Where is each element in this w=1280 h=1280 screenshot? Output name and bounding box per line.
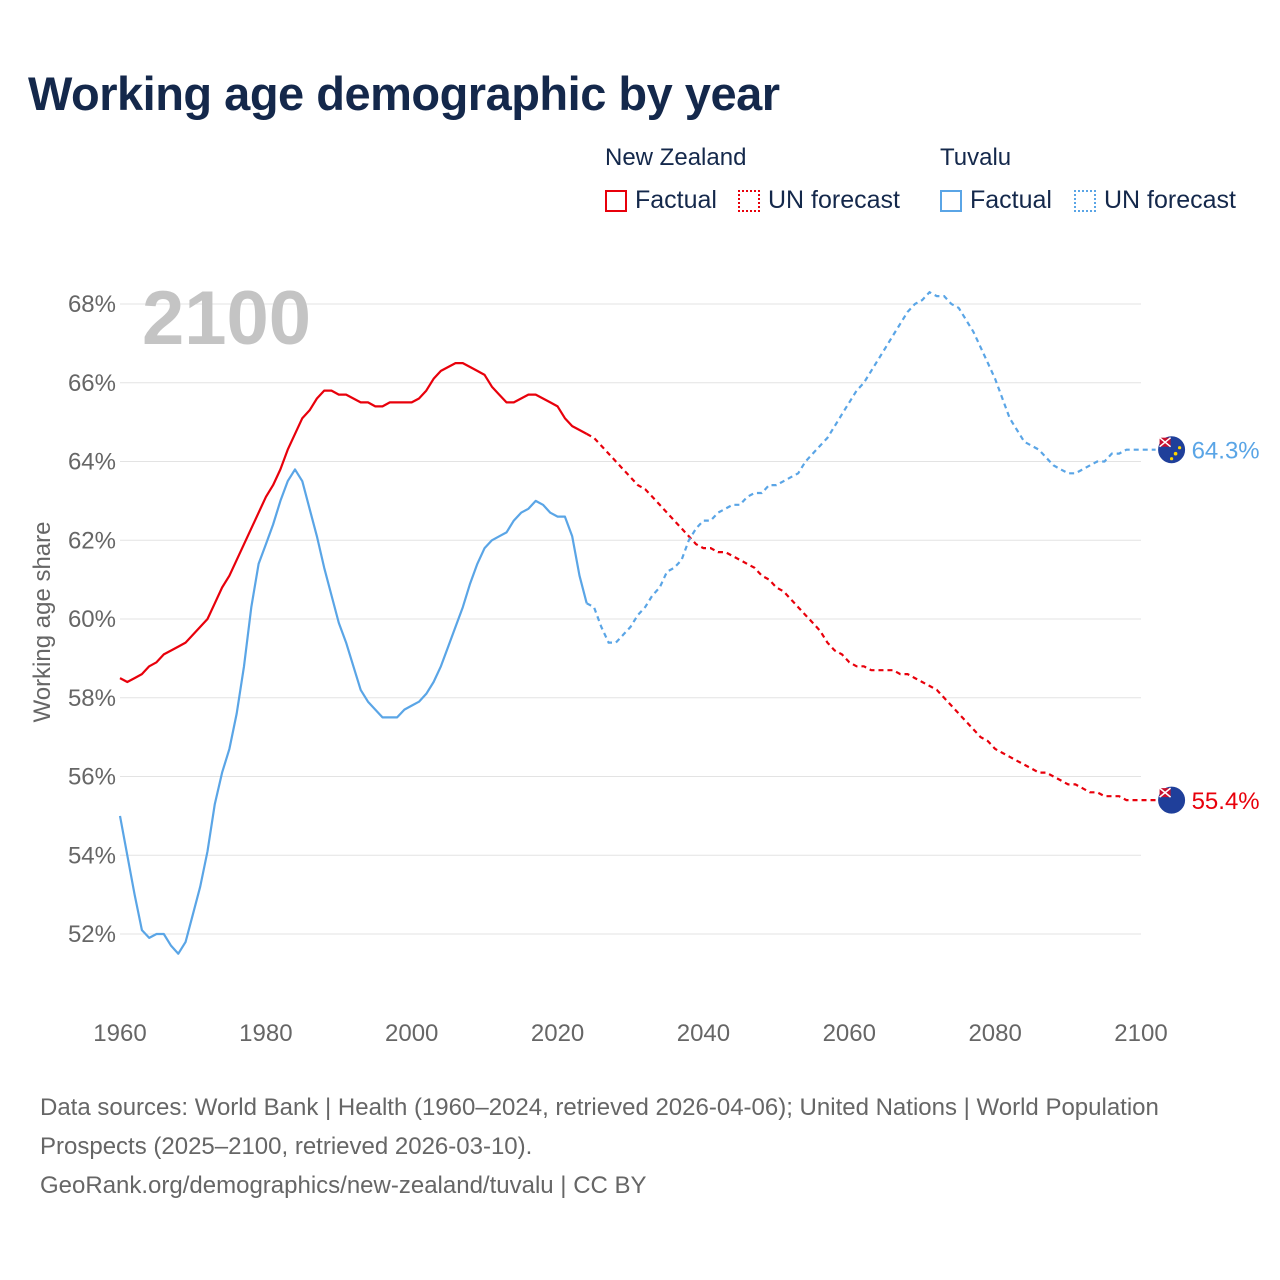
y-tick-label: 68% [68,291,116,318]
flag-star-tuvalu [1169,457,1174,461]
y-tick-label: 58% [68,685,116,712]
year-watermark: 2100 [142,276,311,361]
end-markers: 55.4% 64.3% [1157,435,1260,815]
series-lines [118,290,1156,955]
footer: Data sources: World Bank | Health (1960–… [40,1088,1220,1205]
x-tick-label: 2000 [385,1020,438,1047]
series-line-new-zealand-factual [119,362,588,684]
legend-tv-forecast[interactable]: UN forecast [1074,186,1236,215]
flag-cross-tuvalu [1159,437,1172,448]
legend-swatch-tv-forecast [1074,189,1096,212]
legend-group-new-zealand: New Zealand [605,144,747,171]
legend-nz-forecast[interactable]: UN forecast [738,186,900,215]
flag-cross-new-zealand [1159,787,1172,798]
y-tick-label: 64% [68,449,116,476]
footer-sources: Data sources: World Bank | Health (1960–… [40,1094,1159,1160]
legend-swatch-nz-forecast [738,189,760,212]
x-tick-label: 1980 [239,1020,292,1047]
flag-star-tuvalu [1177,446,1182,450]
legend-nz-forecast-label: UN forecast [768,186,900,214]
series-line-tuvalu-factual [118,468,588,955]
x-tick-label: 2020 [531,1020,584,1047]
legend-tv-factual-label: Factual [970,186,1052,214]
legend-tv-forecast-label: UN forecast [1104,186,1236,214]
end-value-label-tuvalu: 64.3% [1192,438,1260,465]
line-chart: 2100 52% 54% 56% 58% 60% 62% 64% 66% 68% 1960 198… [29,276,1260,1047]
y-tick-label: 60% [68,606,116,633]
x-tick-label: 2080 [968,1020,1021,1047]
y-axis-ticks: 52% 54% 56% 58% 60% 62% 64% 66% 68% [68,291,116,948]
flag-star-tuvalu [1173,451,1178,456]
end-value-label-new-zealand: 55.4% [1192,788,1260,815]
footer-link[interactable]: GeoRank.org/demographics/new-zealand/tuv… [40,1172,647,1199]
legend-nz-factual-label: Factual [635,186,717,214]
y-tick-label: 56% [68,764,116,791]
series-line-new-zealand-forecast [586,432,1156,802]
x-tick-label: 2100 [1114,1020,1167,1047]
x-axis-ticks: 1960 1980 2000 2020 2040 2060 2080 2100 [93,1020,1167,1047]
y-tick-label: 62% [68,527,116,554]
y-axis-label: Working age share [29,522,56,723]
x-tick-label: 2040 [677,1020,730,1047]
chart-title: Working age demographic by year [28,67,780,120]
y-tick-label: 54% [68,842,116,869]
x-tick-label: 2060 [823,1020,876,1047]
legend-tv-factual[interactable]: Factual [940,186,1052,215]
gridlines [120,303,1141,935]
y-tick-label: 52% [68,921,116,948]
legend-nz-factual[interactable]: Factual [605,186,717,215]
legend-swatch-nz-factual [605,189,627,212]
series-line-tuvalu-forecast [586,290,1156,644]
legend-swatch-tv-factual [940,189,962,212]
y-tick-label: 66% [68,370,116,397]
legend-group-tuvalu: Tuvalu [940,144,1012,171]
x-tick-label: 1960 [93,1020,146,1047]
